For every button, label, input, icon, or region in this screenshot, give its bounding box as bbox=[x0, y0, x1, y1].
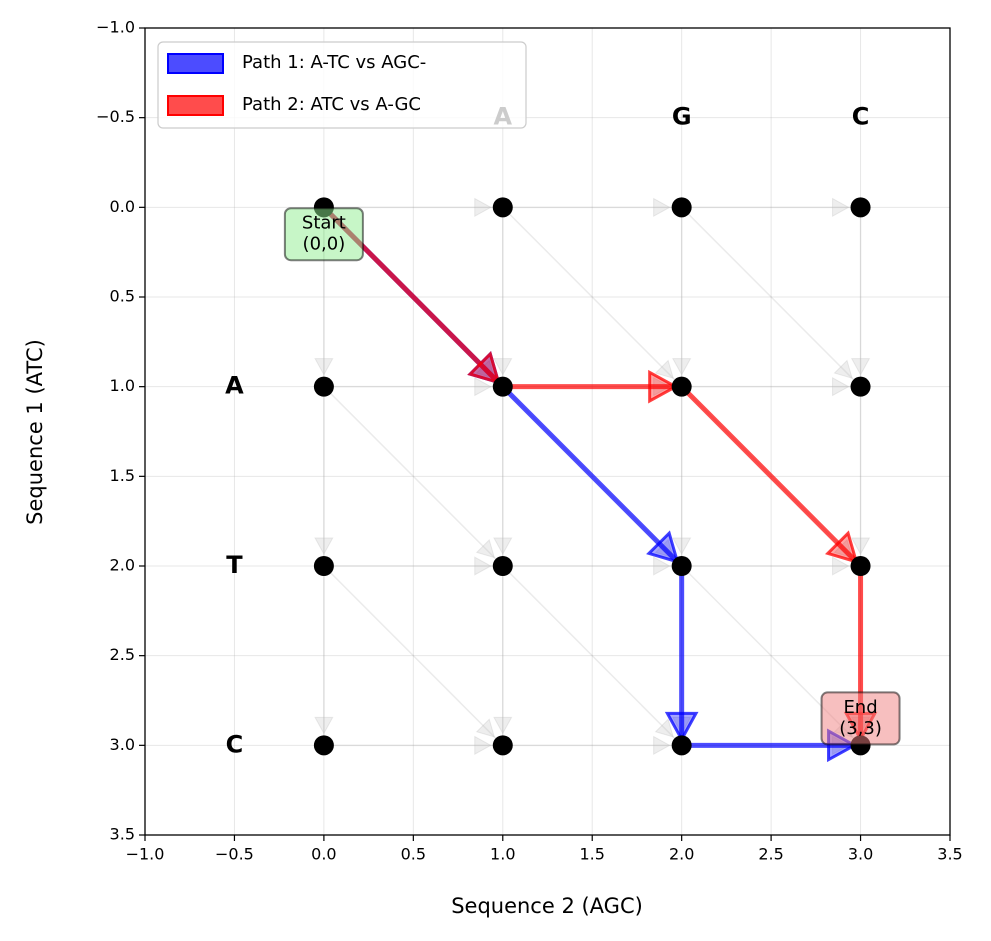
row-label: C bbox=[226, 730, 244, 758]
x-tick-label: 2.5 bbox=[758, 845, 783, 864]
grid-edge-head bbox=[654, 718, 674, 738]
grid-edge-head bbox=[653, 197, 671, 217]
legend-label: Path 1: A-TC vs AGC- bbox=[242, 52, 426, 73]
y-tick-label: 3.5 bbox=[110, 825, 135, 844]
annotation-text: Start bbox=[302, 213, 346, 234]
y-tick-label: 2.5 bbox=[110, 645, 135, 664]
y-tick-label: −0.5 bbox=[96, 107, 135, 126]
grid-edge-head bbox=[493, 716, 513, 735]
annotation-text: (3,3) bbox=[839, 718, 882, 739]
grid-node bbox=[313, 376, 334, 397]
path-arrowhead bbox=[664, 711, 699, 743]
grid-edge-head bbox=[474, 735, 492, 755]
path-arrowhead bbox=[467, 351, 501, 385]
legend-label: Path 2: ATC vs A-GC bbox=[242, 94, 421, 115]
grid-edge-head bbox=[493, 358, 513, 376]
x-tick-label: 1.0 bbox=[490, 845, 515, 864]
grid-edge bbox=[323, 386, 504, 567]
grid-edge-head bbox=[653, 735, 671, 755]
grid-node bbox=[313, 556, 334, 576]
y-tick-label: 1.0 bbox=[110, 376, 135, 395]
grid-node bbox=[850, 556, 871, 576]
grid-edge-head bbox=[474, 377, 492, 397]
grid-edge-head bbox=[493, 537, 513, 556]
grid-node bbox=[671, 376, 692, 397]
annotation-text: (0,0) bbox=[303, 234, 346, 255]
annotation-box bbox=[820, 691, 901, 746]
path-arrowhead bbox=[648, 369, 679, 404]
row-label: A bbox=[225, 372, 244, 400]
grid-node bbox=[850, 197, 871, 218]
legend-swatch bbox=[167, 53, 224, 74]
x-tick-label: 0.0 bbox=[311, 845, 336, 864]
grid-edge-head bbox=[474, 197, 492, 217]
x-axis-label: Sequence 2 (AGC) bbox=[451, 894, 643, 918]
x-tick-label: 3.0 bbox=[848, 845, 873, 864]
x-tick-label: 0.5 bbox=[401, 845, 426, 864]
grid-edge-head bbox=[832, 377, 850, 397]
legend-swatch bbox=[167, 95, 224, 116]
path-arrowhead bbox=[824, 530, 859, 564]
annotation-box bbox=[283, 207, 364, 262]
legend-box bbox=[157, 41, 527, 129]
grid-edge-head bbox=[314, 358, 334, 376]
x-tick-label: 2.0 bbox=[669, 845, 694, 864]
grid-node bbox=[492, 376, 513, 397]
grid-edge-head bbox=[474, 556, 492, 576]
grid-edge-head bbox=[314, 716, 334, 735]
grid-edge-head bbox=[850, 537, 871, 556]
y-tick-label: 0.0 bbox=[110, 197, 135, 216]
grid-node bbox=[671, 197, 692, 218]
grid-node bbox=[492, 197, 513, 218]
col-label: C bbox=[852, 103, 870, 131]
y-axis-label: Sequence 1 (ATC) bbox=[23, 339, 47, 525]
grid-edge-head bbox=[654, 359, 674, 379]
annotation-text: End bbox=[843, 697, 877, 718]
grid-node bbox=[671, 735, 692, 756]
grid-edge bbox=[502, 206, 683, 388]
path-arrowhead bbox=[646, 530, 680, 564]
grid-node bbox=[850, 376, 871, 397]
grid-edge-head bbox=[672, 358, 692, 376]
y-tick-label: 3.0 bbox=[110, 735, 135, 754]
grid-node bbox=[671, 556, 692, 576]
row-label: T bbox=[226, 551, 243, 579]
y-tick-label: 2.0 bbox=[110, 556, 135, 575]
y-tick-label: 0.5 bbox=[110, 287, 135, 306]
grid-edge-head bbox=[832, 556, 850, 576]
grid-edge bbox=[681, 206, 862, 388]
grid-node bbox=[313, 735, 334, 756]
col-label: G bbox=[672, 103, 692, 131]
grid-edge-head bbox=[833, 359, 853, 379]
y-tick-label: 1.5 bbox=[110, 466, 135, 485]
grid-edge-head bbox=[832, 197, 850, 217]
grid-edge-head bbox=[850, 358, 871, 376]
x-tick-label: 1.5 bbox=[579, 845, 604, 864]
grid-edge bbox=[502, 565, 683, 746]
grid-edge-head bbox=[653, 556, 671, 576]
grid-node bbox=[492, 556, 513, 576]
x-tick-label: −0.5 bbox=[215, 845, 254, 864]
grid-edge-head bbox=[475, 718, 496, 738]
grid-edge-head bbox=[672, 537, 692, 556]
grid-edge bbox=[323, 565, 504, 746]
x-tick-label: −1.0 bbox=[126, 845, 165, 864]
y-tick-label: −1.0 bbox=[96, 18, 135, 37]
plot-frame bbox=[144, 27, 951, 836]
x-tick-label: 3.5 bbox=[937, 845, 962, 864]
grid-node bbox=[492, 735, 513, 756]
grid-edge-head bbox=[475, 539, 496, 559]
grid-edge-head bbox=[314, 537, 334, 556]
